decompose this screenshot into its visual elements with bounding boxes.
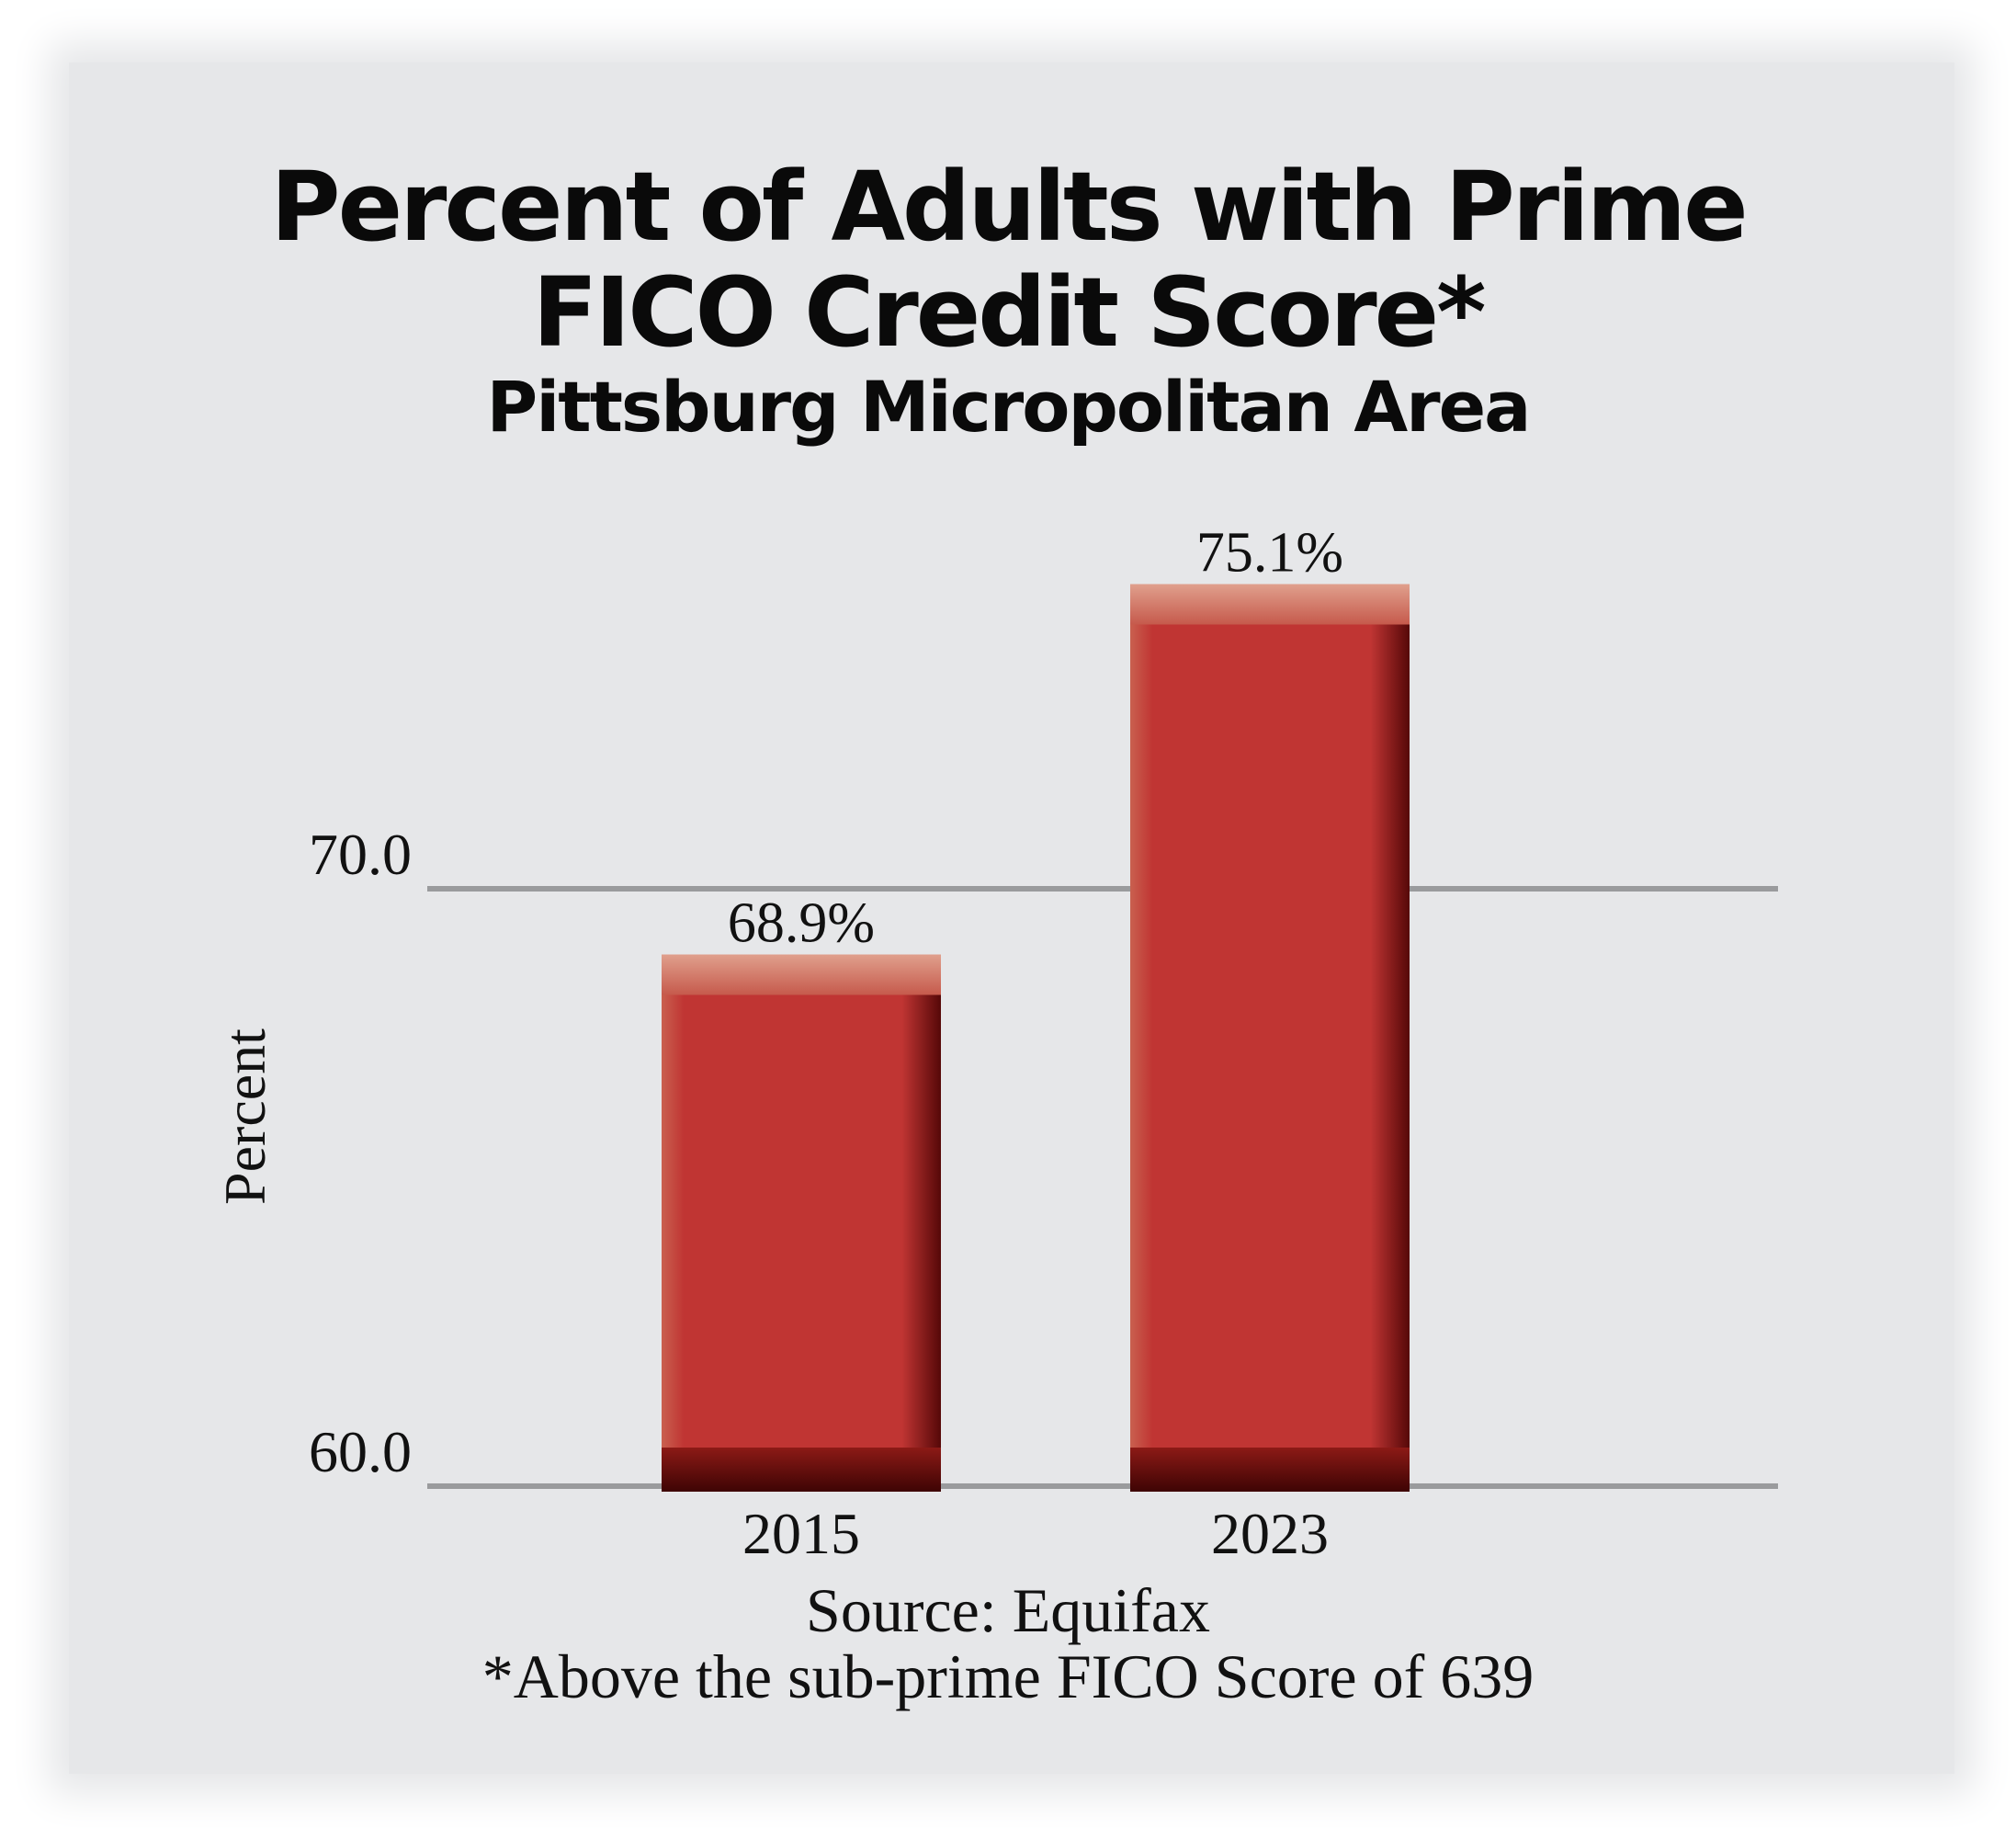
chart-title-line-1: Percent of Adults with Prime [270,151,1748,263]
value-label: 68.9% [728,892,875,955]
bar-body [1130,584,1410,1492]
bar-bottom-bevel [1130,1448,1410,1492]
chart-title-line-2: FICO Credit Score* [532,256,1486,369]
bar-body [662,954,941,1492]
source-note: Source: Equifax [806,1575,1210,1645]
bar-bottom-bevel [662,1448,941,1492]
y-axis-title: Percent [212,1028,277,1205]
bar-2015 [662,954,941,1492]
y-tick-label: 70.0 [309,822,412,887]
bar-top-bevel [1130,584,1410,625]
bar-top-bevel [662,954,941,995]
bar-2023 [1130,584,1410,1492]
x-tick-label: 2023 [1211,1501,1329,1566]
chart-subtitle: Pittsburg Micropolitan Area [486,366,1532,448]
value-label: 75.1% [1196,522,1343,585]
x-tick-label: 2015 [742,1501,860,1566]
footnote: *Above the sub-prime FICO Score of 639 [481,1641,1535,1711]
y-tick-label: 60.0 [309,1419,412,1484]
